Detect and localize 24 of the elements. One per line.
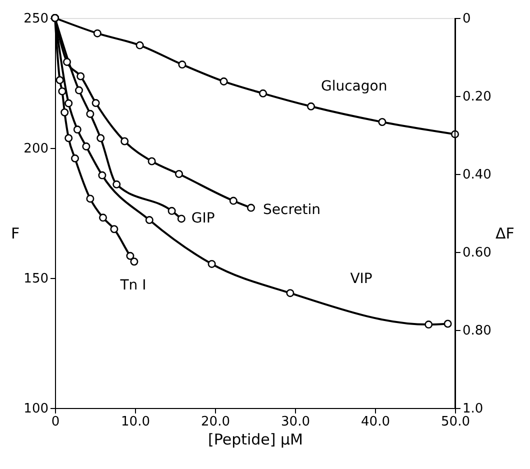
- x-tick-label: 50.0: [441, 414, 470, 430]
- y2-tick-label: 0.60: [462, 246, 492, 260]
- y-tick-label: 250: [24, 12, 48, 26]
- y-tick-label: 200: [24, 142, 48, 156]
- y-axis-title: F: [11, 224, 20, 242]
- y-tick-label: 100: [24, 402, 48, 416]
- series-label: VIP: [350, 271, 372, 288]
- series-label: Tn I: [119, 278, 146, 294]
- x-tick-label: 40.0: [361, 414, 390, 430]
- series-label: Secretin: [263, 202, 321, 218]
- x-tick-label: 20.0: [201, 414, 230, 430]
- y-tick-label: 150: [24, 272, 48, 286]
- series-label: GIP: [191, 210, 215, 227]
- y2-tick-label: 0.20: [462, 90, 492, 104]
- y2-tick-label: 0.40: [462, 168, 492, 182]
- series-label: Glucagon: [321, 78, 388, 94]
- x-axis-title: [Peptide] μM: [208, 430, 304, 448]
- y2-axis-title: ΔF: [495, 224, 514, 242]
- x-tick-label: 30.0: [281, 414, 310, 430]
- x-tick-label: 10.0: [121, 414, 150, 430]
- y2-tick-label: 0.80: [462, 324, 492, 338]
- x-tick-label: 0: [51, 414, 60, 430]
- y2-tick-label: 1.0: [462, 402, 484, 416]
- y2-tick-label: 0: [462, 12, 471, 26]
